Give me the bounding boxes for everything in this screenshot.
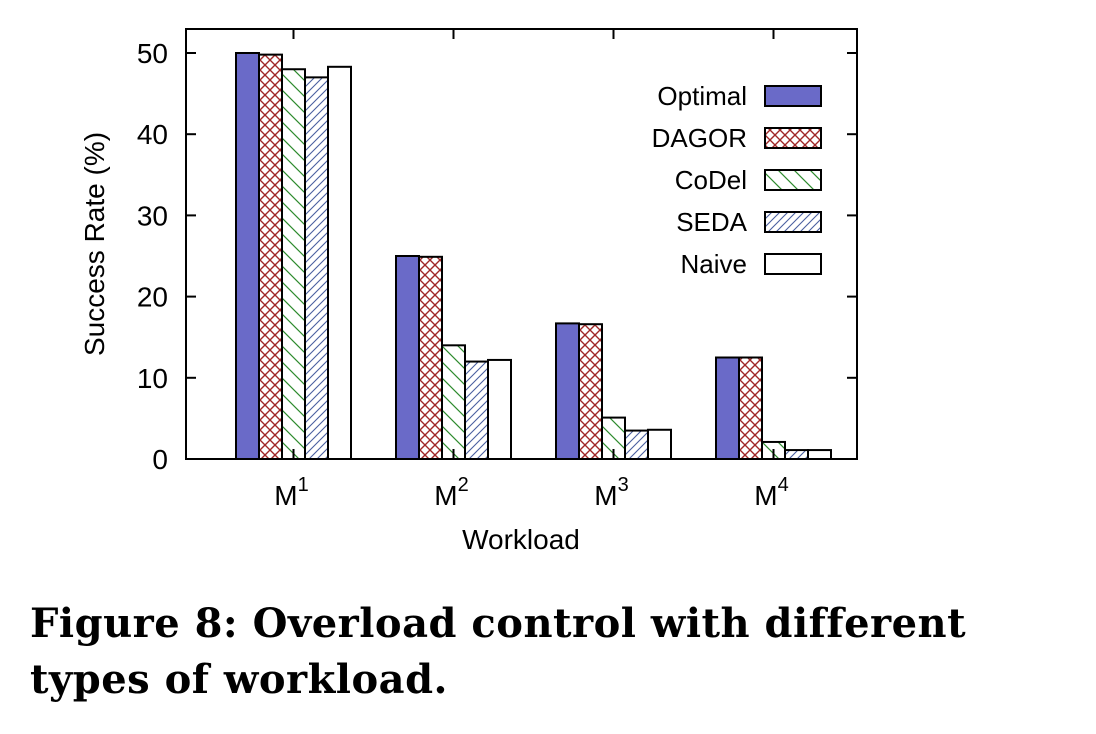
x-axis: M1 M2 M3 M4 xyxy=(274,29,789,511)
figure-caption: Figure 8: Overload control with differen… xyxy=(30,600,967,703)
y-tick-label: 40 xyxy=(137,119,168,150)
bar-naive-1 xyxy=(327,65,352,461)
y-tick-label: 0 xyxy=(152,444,168,475)
bar-optimal-4 xyxy=(715,356,740,460)
legend-swatch xyxy=(764,169,822,191)
legend-item-seda: SEDA xyxy=(676,207,822,237)
legend-swatch xyxy=(764,211,822,233)
bar-chart: 0 10 20 30 40 50 M1 M2 M3 M4 Success Rate (%) Wo… xyxy=(79,28,858,555)
y-tick-label: 50 xyxy=(137,38,168,69)
legend-swatch xyxy=(764,85,822,107)
bar-dagor-2 xyxy=(418,255,443,461)
bar-seda-1 xyxy=(304,76,329,461)
bar-optimal-3 xyxy=(555,322,580,460)
legend-item-codel: CoDel xyxy=(675,165,822,195)
legend-item-dagor: DAGOR xyxy=(652,123,822,153)
bar-seda-4 xyxy=(784,449,809,460)
bar-naive-2 xyxy=(487,358,512,461)
bars-layer xyxy=(235,52,832,461)
x-tick-label: M4 xyxy=(754,474,788,511)
x-tick-label: M1 xyxy=(274,474,308,511)
bar-naive-3 xyxy=(647,428,672,461)
legend-swatch xyxy=(764,127,822,149)
legend: Optimal DAGOR CoDel SEDA Naive xyxy=(652,81,822,279)
legend-label: DAGOR xyxy=(652,123,747,153)
bar-naive-4 xyxy=(807,449,832,460)
legend-label: SEDA xyxy=(676,207,747,237)
bar-optimal-2 xyxy=(395,255,420,460)
y-tick-label: 10 xyxy=(137,363,168,394)
x-tick-label: M2 xyxy=(434,474,468,511)
bar-seda-3 xyxy=(624,429,649,460)
legend-label: Naive xyxy=(681,249,747,279)
legend-label: CoDel xyxy=(675,165,747,195)
y-tick-label: 20 xyxy=(137,282,168,313)
legend-label: Optimal xyxy=(657,81,747,111)
bar-seda-2 xyxy=(464,360,489,460)
legend-item-optimal: Optimal xyxy=(657,81,822,111)
bar-codel-1 xyxy=(281,68,306,461)
legend-swatch xyxy=(764,253,822,275)
y-tick-label: 30 xyxy=(137,200,168,231)
y-axis: 0 10 20 30 40 50 xyxy=(137,38,857,475)
bar-dagor-3 xyxy=(578,323,603,461)
bar-codel-2 xyxy=(441,344,466,461)
y-axis-label: Success Rate (%) xyxy=(79,132,110,356)
bar-dagor-1 xyxy=(258,53,283,461)
x-axis-label: Workload xyxy=(462,524,580,555)
x-tick-label: M3 xyxy=(594,474,628,511)
plot-frame xyxy=(185,28,858,460)
legend-item-naive: Naive xyxy=(681,249,822,279)
bar-optimal-1 xyxy=(235,52,260,460)
bar-dagor-4 xyxy=(738,356,763,460)
